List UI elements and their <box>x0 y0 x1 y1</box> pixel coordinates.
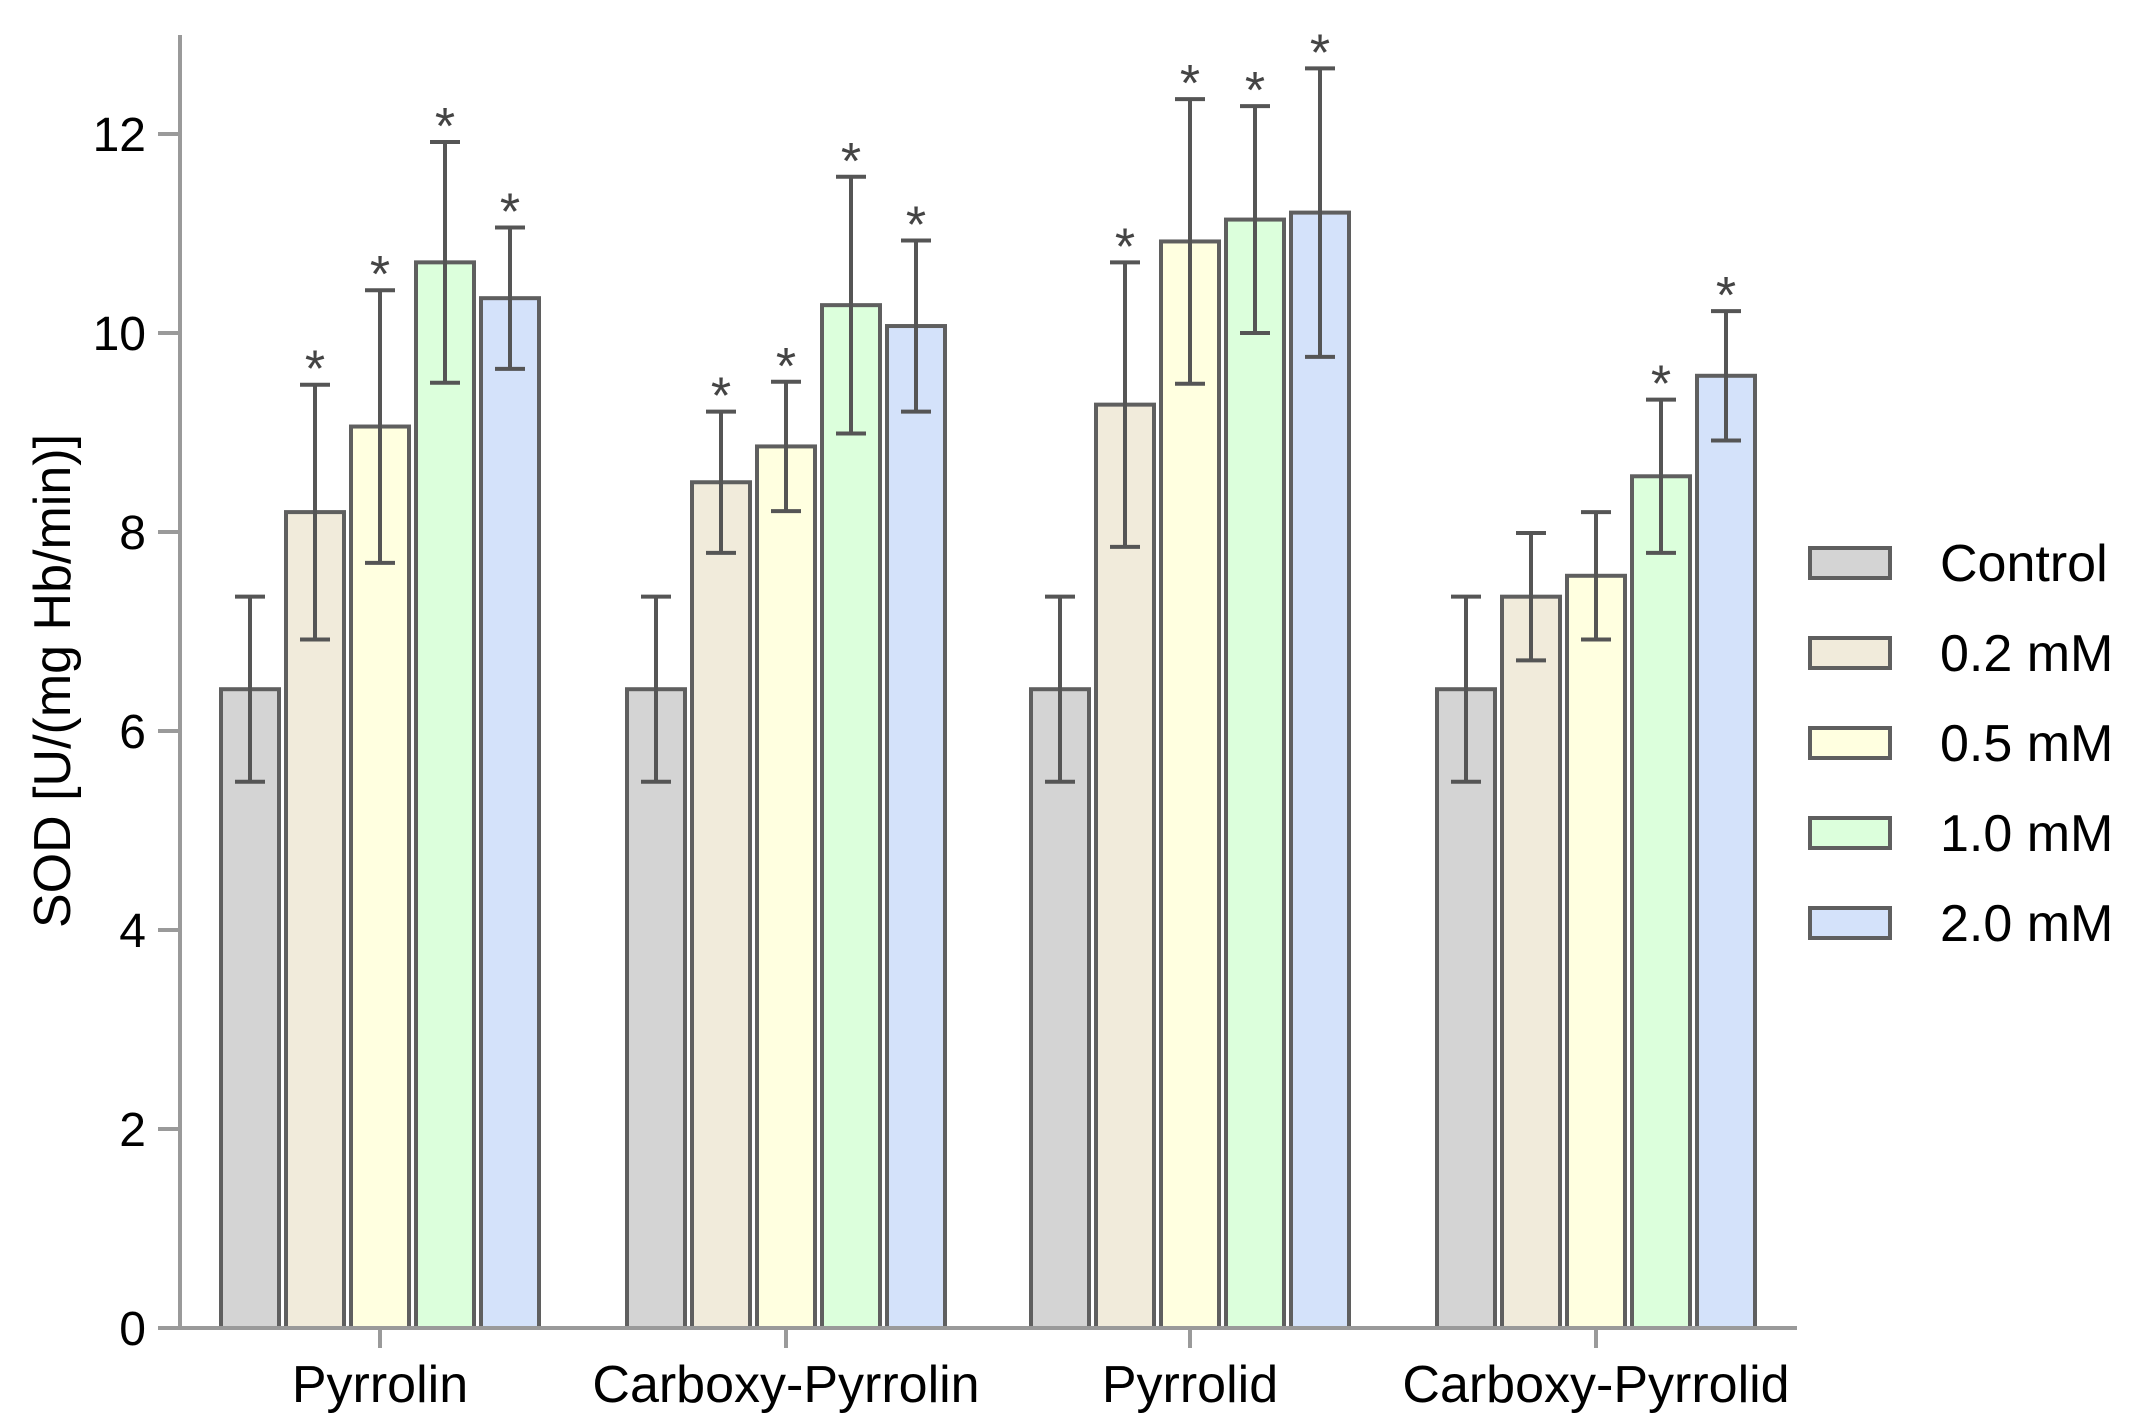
error-bar <box>1110 260 1140 549</box>
error-bar <box>1711 309 1741 443</box>
bar-2-0-mm-carboxy-pyrrolin <box>885 324 947 1331</box>
bar-0-5-mm-pyrrolid <box>1159 239 1221 1331</box>
error-bar <box>901 238 931 414</box>
bar-1-0-mm-pyrrolid <box>1224 217 1286 1331</box>
bar-1-0-mm-carboxy-pyrrolin <box>820 303 882 1330</box>
bar-0-2-mm-carboxy-pyrrolin <box>690 480 752 1330</box>
significance-marker: * <box>906 196 926 254</box>
significance-marker: * <box>370 246 390 304</box>
bar-2-0-mm-pyrrolin <box>479 296 541 1330</box>
bar-control-pyrrolin <box>219 687 281 1330</box>
bar-control-carboxy-pyrrolin <box>625 687 687 1330</box>
error-bar <box>1451 594 1481 784</box>
bar-0-2-mm-carboxy-pyrrolid <box>1500 594 1562 1330</box>
legend-item: 1.0 mM <box>1808 805 2113 863</box>
legend-label: 2.0 mM <box>1940 895 2113 953</box>
bar-1-0-mm-carboxy-pyrrolid <box>1630 474 1692 1330</box>
significance-marker: * <box>776 338 796 396</box>
error-bar <box>1175 97 1205 386</box>
significance-marker: * <box>1651 356 1671 414</box>
legend-swatch <box>1808 636 1892 670</box>
significance-marker: * <box>841 133 861 191</box>
error-bar <box>300 382 330 642</box>
legend-swatch <box>1808 906 1892 940</box>
error-bar <box>1240 104 1270 335</box>
error-bar <box>1516 530 1546 663</box>
legend-item: 2.0 mM <box>1808 895 2113 953</box>
significance-marker: * <box>711 368 731 426</box>
error-bar <box>235 594 265 784</box>
y-tick-label: 10 <box>93 308 146 361</box>
legend-item: 0.5 mM <box>1808 715 2113 773</box>
error-bar <box>365 288 395 565</box>
legend-swatch <box>1808 726 1892 760</box>
significance-marker: * <box>1180 55 1200 113</box>
legend: Control 0.2 mM 0.5 mM 1.0 mM 2.0 mM <box>1808 535 2113 953</box>
significance-marker: * <box>435 98 455 156</box>
bar-0-5-mm-pyrrolin <box>349 424 411 1330</box>
legend-label: 0.5 mM <box>1940 715 2113 773</box>
bar-control-pyrrolid <box>1029 687 1091 1330</box>
error-bar <box>1305 66 1335 359</box>
error-bar <box>1581 510 1611 642</box>
legend-label: 0.2 mM <box>1940 625 2113 683</box>
error-bar <box>836 174 866 436</box>
legend-item: Control <box>1808 535 2108 593</box>
legend-swatch <box>1808 546 1892 580</box>
error-bar <box>430 139 460 385</box>
bar-1-0-mm-pyrrolin <box>414 260 476 1331</box>
bar-2-0-mm-pyrrolid <box>1289 210 1351 1331</box>
y-tick-label: 4 <box>119 905 146 958</box>
x-category-label: Pyrrolid <box>1102 1356 1278 1414</box>
y-tick-label: 6 <box>119 706 146 759</box>
plot-area: * * * * * * * * * * * * * * <box>219 24 1757 1331</box>
y-tick-label: 8 <box>119 507 146 560</box>
error-bar <box>1646 397 1676 555</box>
significance-marker: * <box>500 184 520 242</box>
legend-item: 0.2 mM <box>1808 625 2113 683</box>
legend-swatch <box>1808 816 1892 850</box>
axes: 0 2 4 6 8 10 12 Pyrrolin Carboxy-Pyrrolin Pyrroli… <box>93 35 1797 1414</box>
bar-control-carboxy-pyrrolid <box>1435 687 1497 1330</box>
y-tick-label: 0 <box>119 1303 146 1356</box>
error-bar <box>706 409 736 555</box>
error-bar <box>495 225 525 371</box>
legend-label: Control <box>1940 535 2108 593</box>
y-tick-label: 2 <box>119 1104 146 1157</box>
x-category-label: Pyrrolin <box>292 1356 468 1414</box>
significance-marker: * <box>305 341 325 399</box>
bar-0-5-mm-carboxy-pyrrolin <box>755 444 817 1330</box>
bar-0-5-mm-carboxy-pyrrolid <box>1565 573 1627 1330</box>
error-bar <box>1045 594 1075 784</box>
x-category-label: Carboxy-Pyrrolin <box>592 1356 979 1414</box>
significance-marker: * <box>1115 218 1135 276</box>
y-axis-title: SOD [U/(mg Hb/min)] <box>24 434 82 928</box>
y-tick-label: 12 <box>93 109 146 162</box>
error-bar <box>641 594 671 784</box>
error-bar <box>771 379 801 514</box>
x-category-label: Carboxy-Pyrrolid <box>1402 1356 1789 1414</box>
significance-marker: * <box>1245 62 1265 120</box>
bar-0-2-mm-pyrrolin <box>284 510 346 1330</box>
significance-marker: * <box>1716 267 1736 325</box>
legend-label: 1.0 mM <box>1940 805 2113 863</box>
bar-2-0-mm-carboxy-pyrrolid <box>1695 373 1757 1331</box>
significance-marker: * <box>1310 24 1330 82</box>
